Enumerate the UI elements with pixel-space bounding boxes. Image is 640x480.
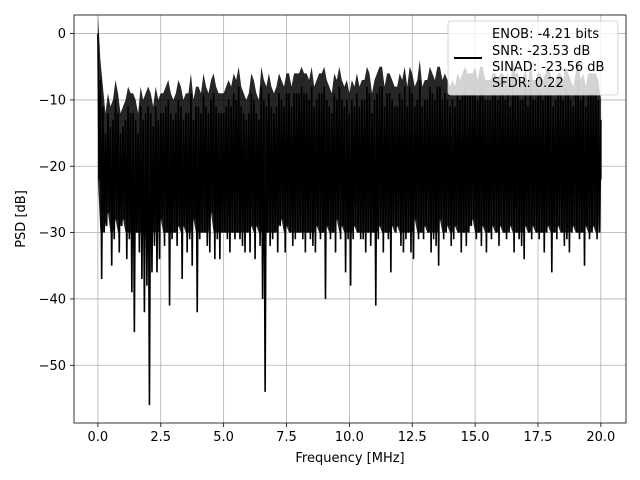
x-axis-label: Frequency [MHz] [295, 451, 404, 466]
x-tick-label: 0.0 [88, 430, 109, 445]
y-tick-label: −40 [39, 292, 66, 307]
legend-entry-snr: SNR: -23.53 dB [492, 44, 590, 59]
legend-entry-sfdr: SFDR: 0.22 [492, 76, 564, 91]
y-axis-label: PSD [dB] [14, 190, 29, 248]
y-tick-label: −30 [39, 226, 66, 241]
legend-entry-enob: ENOB: -4.21 bits [492, 27, 599, 42]
x-tick-label: 17.5 [524, 430, 553, 445]
legend-entry-sinad: SINAD: -23.56 dB [492, 60, 604, 75]
x-tick-label: 15.0 [461, 430, 490, 445]
y-tick-label: −20 [39, 160, 66, 175]
plot-frame [73, 14, 627, 424]
x-tick-label: 12.5 [398, 430, 427, 445]
x-tick-label: 10.0 [335, 430, 364, 445]
x-tick-label: 20.0 [586, 430, 615, 445]
x-tick-label: 2.5 [150, 430, 171, 445]
x-axis-ticks: 0.0 2.5 5.0 7.5 10.0 12.5 15.0 17.5 20.0 [88, 423, 615, 445]
x-tick-label: 7.5 [276, 430, 297, 445]
y-tick-label: −50 [39, 359, 66, 374]
legend: ENOB: -4.21 bits SNR: -23.53 dB SINAD: -… [447, 20, 619, 96]
y-tick-label: 0 [58, 27, 66, 42]
x-tick-label: 5.0 [213, 430, 234, 445]
y-tick-label: −10 [39, 93, 66, 108]
legend-frame [447, 20, 619, 96]
y-axis-ticks: 0 −10 −20 −30 −40 −50 [39, 27, 74, 374]
